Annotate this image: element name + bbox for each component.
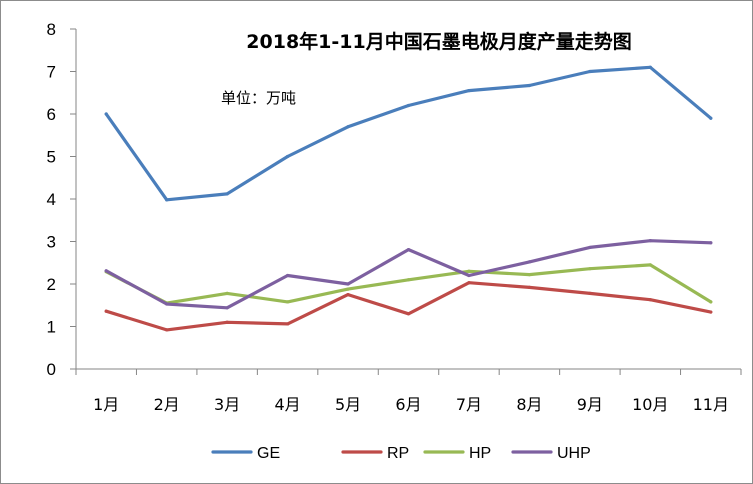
data-point-ge — [104, 112, 108, 116]
series-lines — [104, 65, 713, 332]
legend-label-hp: HP — [469, 445, 491, 462]
x-tick-label: 4月 — [274, 395, 300, 414]
unit-label: 单位：万吨 — [221, 89, 296, 107]
x-tick-label: 11月 — [693, 395, 729, 414]
data-point-uhp — [588, 245, 592, 250]
data-point-uhp — [648, 239, 652, 243]
data-point-ge — [406, 103, 411, 108]
legend-label-ge: GE — [257, 445, 280, 462]
data-point-uhp — [709, 241, 713, 245]
data-point-hp — [406, 278, 411, 282]
data-point-hp — [467, 269, 471, 273]
y-tick-label: 6 — [47, 105, 56, 124]
data-point-rp — [588, 291, 592, 295]
y-tick-label: 3 — [47, 233, 56, 252]
data-point-rp — [709, 310, 713, 314]
data-point-ge — [165, 198, 169, 202]
series-line-ge — [104, 65, 713, 202]
data-point-rp — [467, 281, 471, 285]
data-point-rp — [346, 293, 350, 297]
data-point-hp — [648, 263, 652, 267]
data-point-hp — [527, 273, 532, 277]
data-point-rp — [648, 298, 652, 302]
y-tick-label: 0 — [47, 360, 56, 379]
y-tick-label: 4 — [47, 190, 56, 209]
x-tick-label: 2月 — [154, 395, 180, 414]
data-point-uhp — [104, 269, 108, 273]
legend-label-rp: RP — [387, 445, 409, 462]
x-tick-label: 5月 — [335, 395, 361, 414]
data-point-ge — [285, 154, 290, 159]
data-point-uhp — [527, 260, 532, 264]
x-tick-label: 7月 — [456, 395, 482, 414]
x-tick-label: 3月 — [214, 395, 240, 414]
legend: GE RP HP UHP — [211, 445, 591, 462]
data-point-rp — [285, 322, 290, 326]
x-tick-label: 10月 — [632, 395, 668, 414]
data-point-rp — [165, 328, 169, 332]
data-point-hp — [588, 267, 592, 271]
y-tick-label: 5 — [47, 148, 56, 167]
data-point-uhp — [467, 273, 471, 278]
y-tick-label: 1 — [47, 318, 56, 337]
data-point-ge — [225, 192, 229, 196]
data-point-ge — [648, 65, 652, 69]
legend-label-uhp: UHP — [557, 445, 591, 462]
data-point-ge — [467, 89, 471, 93]
data-point-uhp — [165, 302, 169, 306]
data-point-uhp — [406, 247, 411, 252]
chart-title: 2018年1-11月中国石墨电极月度产量走势图 — [246, 30, 631, 53]
y-tick-label: 7 — [47, 63, 56, 82]
data-point-uhp — [346, 282, 350, 286]
data-point-hp — [285, 300, 290, 304]
data-point-ge — [709, 116, 713, 120]
data-point-uhp — [285, 273, 290, 278]
data-point-ge — [588, 69, 592, 74]
data-point-hp — [225, 291, 229, 295]
x-tick-label: 6月 — [395, 395, 421, 414]
x-tick-label: 1月 — [93, 395, 119, 414]
data-point-rp — [104, 309, 108, 313]
data-point-hp — [346, 287, 350, 291]
y-tick-label: 8 — [47, 20, 56, 39]
data-point-hp — [709, 300, 713, 304]
data-point-rp — [225, 320, 229, 324]
x-tick-label: 8月 — [516, 395, 542, 414]
data-point-ge — [346, 125, 350, 129]
data-point-ge — [527, 83, 532, 88]
axes: 0 1 2 3 4 5 6 7 8 1月 2月 3月 4月 5月 6月 7月 8月 9月 10月 11月 — [47, 20, 742, 414]
data-point-uhp — [225, 306, 229, 310]
data-point-rp — [527, 285, 532, 289]
data-point-rp — [406, 312, 411, 316]
x-tick-label: 9月 — [577, 395, 603, 414]
y-tick-label: 2 — [47, 275, 56, 294]
